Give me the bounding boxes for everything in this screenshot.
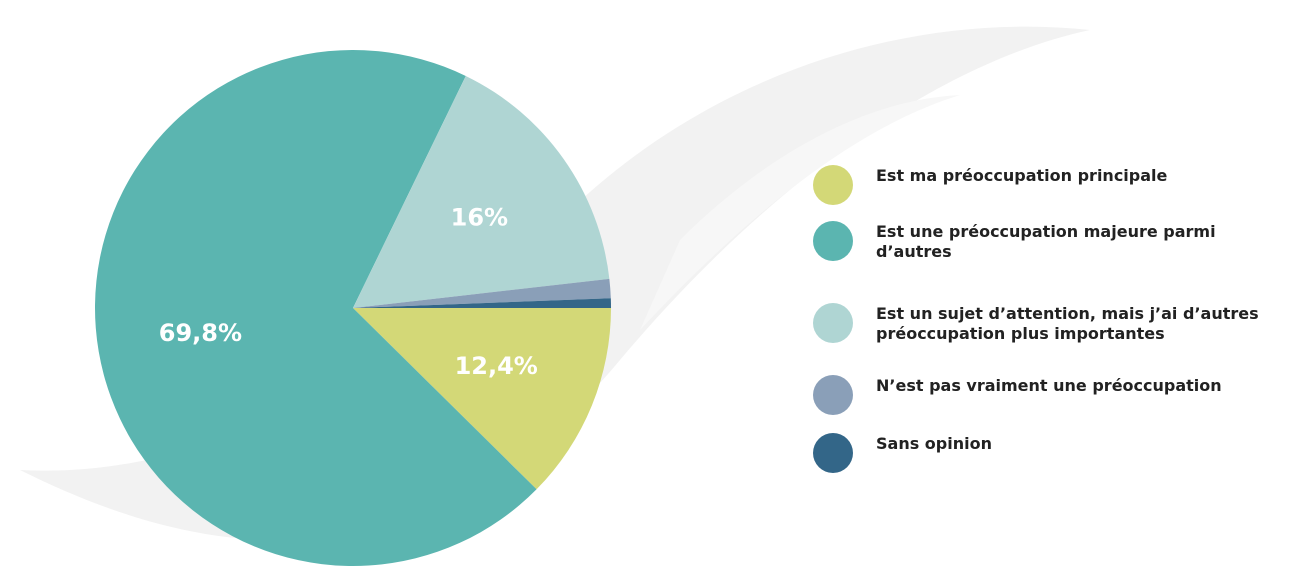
- legend-swatch: [813, 375, 853, 415]
- slice-label: 69,8%: [159, 319, 242, 347]
- legend-item: Est un sujet d’attention, mais j’ai d’au…: [813, 303, 1296, 344]
- pie: 12,4% 69,8% 16%: [95, 50, 611, 567]
- legend-swatch: [813, 303, 853, 343]
- legend-label: Sans opinion: [876, 434, 992, 453]
- legend-label: Est ma préoccupation principale: [876, 166, 1168, 185]
- slice-label: 16%: [451, 204, 508, 232]
- legend-item: N’est pas vraiment une préoccupation: [813, 375, 1296, 415]
- legend-item: Est une préoccupation majeure parmi d’au…: [813, 221, 1296, 262]
- legend-item: Sans opinion: [813, 433, 1296, 473]
- legend-item: Est ma préoccupation principale: [813, 165, 1296, 205]
- pie-slice: [353, 308, 611, 490]
- legend-label: Est un sujet d’attention, mais j’ai d’au…: [876, 304, 1259, 343]
- legend-label: N’est pas vraiment une préoccupation: [876, 376, 1222, 395]
- legend-swatch: [813, 433, 853, 473]
- pie-slice: [95, 50, 537, 567]
- slice-label: 12,4%: [455, 352, 538, 380]
- pie-slice: [353, 298, 611, 308]
- pie-slice: [353, 278, 611, 308]
- legend-label: Est une préoccupation majeure parmi d’au…: [876, 222, 1216, 261]
- legend-swatch: [813, 165, 853, 205]
- pie-slice: [353, 75, 610, 308]
- legend-swatch: [813, 221, 853, 261]
